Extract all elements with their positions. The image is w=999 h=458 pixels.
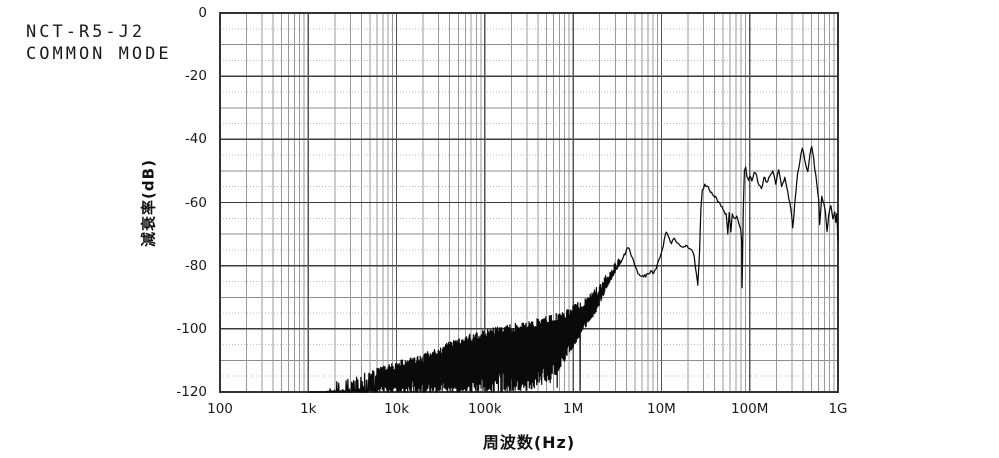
x-tick-label: 1k: [300, 401, 317, 417]
y-tick-label: -80: [184, 257, 207, 274]
y-tick-label: 0: [198, 5, 207, 21]
x-tick-label: 100M: [730, 401, 769, 417]
x-tick-label: 1G: [828, 401, 848, 417]
chart-title: NCT-R5-J2 COMMON MODE: [26, 21, 172, 65]
x-tick-label: 1M: [563, 401, 584, 417]
plot-border: [219, 12, 839, 393]
chart-title-line2: COMMON MODE: [26, 44, 172, 64]
y-tick-label: -40: [184, 131, 207, 148]
y-tick-label: -60: [184, 194, 207, 211]
x-axis-title: 周波数(Hz): [482, 433, 576, 452]
y-tick-label: -100: [176, 320, 207, 337]
y-tick-label: -20: [184, 68, 207, 85]
x-tick-label: 10k: [384, 401, 410, 417]
x-tick-label: 100k: [468, 401, 502, 417]
attenuation-curve: [307, 145, 839, 393]
y-tick-label: -120: [176, 384, 207, 400]
x-tick-label: 100: [207, 401, 233, 417]
chart-title-line1: NCT-R5-J2: [26, 22, 146, 42]
x-tick-label: 10M: [647, 401, 676, 417]
